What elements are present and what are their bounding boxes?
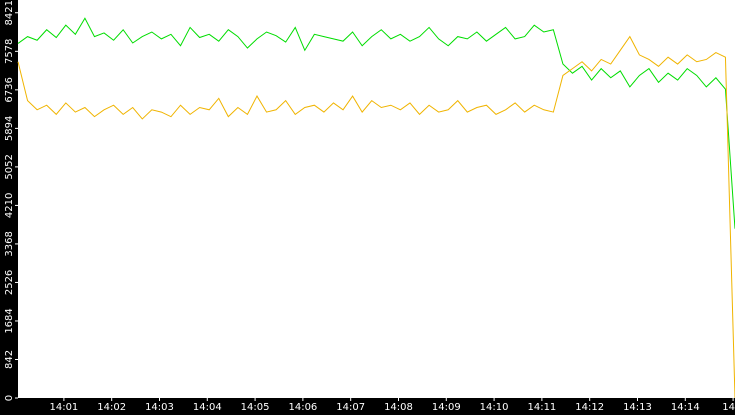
y-tick-label: 4210 [4, 193, 15, 218]
x-tick-label: 14:10 [480, 402, 509, 413]
y-tick-label: 3368 [4, 231, 15, 256]
y-tick-label: 842 [4, 350, 15, 369]
x-tick-label: 14:11 [527, 402, 556, 413]
x-tick-label: 14:04 [193, 402, 222, 413]
y-tick-label: 6736 [4, 77, 15, 102]
series-line [17, 17, 735, 229]
y-tick-label: 5894 [4, 116, 15, 141]
x-tick-label: 14:01 [49, 402, 78, 413]
x-tick-label: 14:09 [432, 402, 461, 413]
x-tick-label: 14:07 [336, 402, 365, 413]
x-tick-label: 14:03 [145, 402, 174, 413]
x-tick-label: 14:02 [97, 402, 126, 413]
x-tick-label: 14:14 [671, 402, 700, 413]
x-tick-label: 14:06 [288, 402, 317, 413]
x-tick-label: 14:12 [575, 402, 604, 413]
y-tick-label: 1684 [4, 308, 15, 333]
y-tick-label: 5052 [4, 154, 15, 179]
y-tick-label: 7578 [4, 39, 15, 64]
series-line [17, 35, 735, 399]
x-tick-label: 14:08 [384, 402, 413, 413]
x-axis-band [0, 398, 735, 415]
y-tick-label: 0 [4, 395, 15, 401]
y-axis-band [0, 0, 18, 415]
y-tick-label: 8421 [4, 0, 15, 25]
y-tick-label: 2526 [4, 270, 15, 295]
x-tick-label: 14:05 [241, 402, 270, 413]
x-tick-label: 14:13 [623, 402, 652, 413]
x-tick-label: 14 [722, 402, 735, 413]
